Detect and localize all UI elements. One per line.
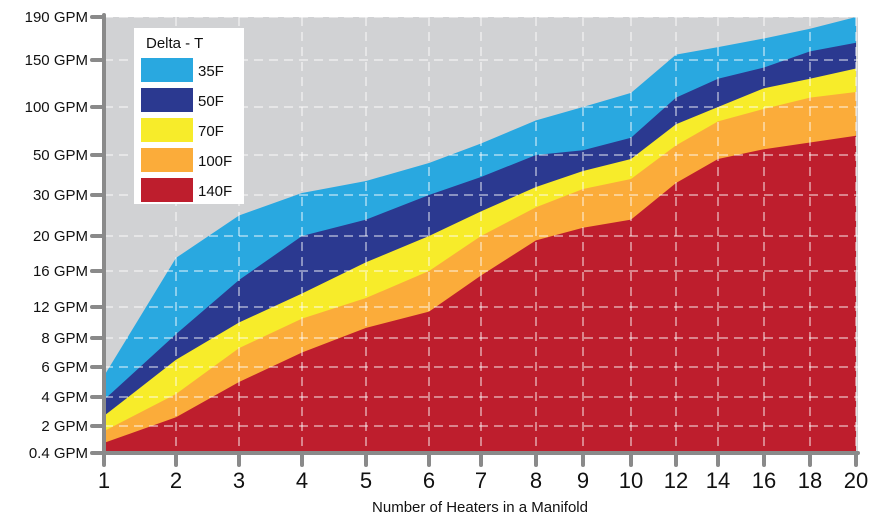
y-tick-label: 8 GPM <box>41 330 88 347</box>
y-tick-label: 190 GPM <box>25 9 88 26</box>
y-tick-label: 2 GPM <box>41 418 88 435</box>
x-tick-label: 7 <box>475 468 487 493</box>
x-axis-label: Number of Heaters in a Manifold <box>372 499 588 516</box>
legend-swatch-50f <box>141 88 193 112</box>
x-tick-label: 12 <box>664 468 688 493</box>
y-tick-label: 0.4 GPM <box>29 445 88 462</box>
legend-label-140f: 140F <box>198 183 232 200</box>
axes <box>90 13 860 467</box>
y-tick-label: 30 GPM <box>33 187 88 204</box>
legend-title: Delta - T <box>146 35 203 52</box>
legend-swatch-100f <box>141 148 193 172</box>
x-tick-label: 8 <box>530 468 542 493</box>
legend-label-70f: 70F <box>198 123 224 140</box>
legend-swatch-35f <box>141 58 193 82</box>
x-tick-label: 1 <box>98 468 110 493</box>
x-tick-label: 4 <box>296 468 308 493</box>
x-tick-label: 5 <box>360 468 372 493</box>
x-tick-label: 16 <box>752 468 776 493</box>
legend-label-50f: 50F <box>198 93 224 110</box>
y-tick-label: 12 GPM <box>33 299 88 316</box>
y-tick-label: 4 GPM <box>41 389 88 406</box>
area-series-140f <box>104 135 856 454</box>
x-tick-labels: 1 2 3 4 5 6 7 8 9 10 12 14 16 18 20 <box>98 468 868 493</box>
x-tick-label: 20 <box>844 468 868 493</box>
x-tick-label: 6 <box>423 468 435 493</box>
y-tick-label: 20 GPM <box>33 228 88 245</box>
x-tick-label: 14 <box>706 468 730 493</box>
x-tick-label: 3 <box>233 468 245 493</box>
legend-box <box>134 28 244 204</box>
y-tick-labels: 0.4 GPM 2 GPM 4 GPM 6 GPM 8 GPM 12 GPM 16 GPM 2… <box>25 9 88 462</box>
legend: Delta - T 35F 50F 70F 100F 140F <box>134 28 244 204</box>
x-tick-label: 2 <box>170 468 182 493</box>
x-tick-label: 18 <box>798 468 822 493</box>
x-tick-label: 9 <box>577 468 589 493</box>
grid-lines <box>104 16 858 453</box>
legend-label-100f: 100F <box>198 153 232 170</box>
legend-items: 35F 50F 70F 100F 140F <box>141 58 232 202</box>
x-tick-label: 10 <box>619 468 643 493</box>
y-tick-label: 100 GPM <box>25 99 88 116</box>
y-tick-label: 6 GPM <box>41 359 88 376</box>
series-areas <box>104 17 856 454</box>
legend-label-35f: 35F <box>198 63 224 80</box>
y-tick-label: 16 GPM <box>33 263 88 280</box>
y-tick-label: 50 GPM <box>33 147 88 164</box>
legend-swatch-70f <box>141 118 193 142</box>
legend-swatch-140f <box>141 178 193 202</box>
y-tick-label: 150 GPM <box>25 52 88 69</box>
